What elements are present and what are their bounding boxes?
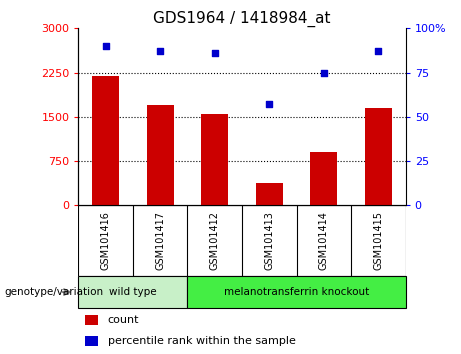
Text: genotype/variation: genotype/variation (5, 287, 104, 297)
Bar (85, 336, 98, 346)
Bar (201, 114, 228, 205)
Point (157, 48, 164, 54)
Point (375, 48, 382, 54)
Title: GDS1964 / 1418984_at: GDS1964 / 1418984_at (153, 11, 331, 27)
Bar (365, 108, 392, 205)
Text: melanotransferrin knockout: melanotransferrin knockout (224, 287, 369, 297)
Text: GSM101412: GSM101412 (210, 211, 220, 270)
Text: GSM101417: GSM101417 (155, 211, 165, 270)
Bar (85, 315, 98, 325)
Point (102, 43, 109, 49)
Text: percentile rank within the sample: percentile rank within the sample (108, 336, 296, 346)
Bar (147, 105, 174, 205)
Bar (78, 276, 188, 308)
Text: GSM101414: GSM101414 (319, 211, 329, 270)
Point (266, 102, 273, 107)
Bar (92, 75, 119, 205)
Text: GSM101416: GSM101416 (100, 211, 111, 270)
Text: GSM101415: GSM101415 (373, 211, 384, 270)
Bar (256, 183, 283, 205)
Bar (310, 152, 337, 205)
Text: GSM101413: GSM101413 (264, 211, 274, 270)
Point (211, 50, 219, 56)
Point (320, 70, 327, 75)
Text: count: count (108, 315, 139, 325)
Text: wild type: wild type (109, 287, 157, 297)
Bar (188, 276, 406, 308)
